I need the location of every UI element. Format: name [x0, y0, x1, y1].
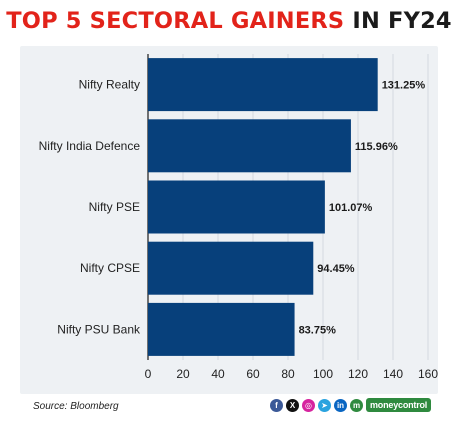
x-tick-label: 20 [176, 367, 190, 381]
linkedin-icon[interactable]: in [334, 399, 347, 412]
bar [148, 241, 314, 295]
facebook-icon[interactable]: f [270, 399, 283, 412]
category-label: Nifty PSU Bank [57, 322, 141, 336]
bar-chart: 0 20 40 60 80 100 120 140 160 Nifty Realty 131.25%… [39, 54, 438, 381]
telegram-icon[interactable]: ➤ [318, 399, 331, 412]
source-note: Source: Bloomberg [33, 401, 119, 412]
value-label: 131.25% [382, 80, 426, 92]
x-tick-label: 0 [145, 367, 152, 381]
chart-title: TOP 5 SECTORAL GAINERS IN FY24 [0, 8, 458, 34]
bar [148, 180, 325, 234]
value-label: 94.45% [317, 263, 355, 275]
category-label: Nifty Realty [79, 78, 140, 92]
chart-title-highlight: TOP 5 SECTORAL GAINERS [6, 8, 345, 34]
bar [148, 302, 295, 356]
category-label: Nifty India Defence [39, 139, 141, 153]
x-tick-label: 60 [246, 367, 260, 381]
instagram-icon[interactable]: ◎ [302, 399, 315, 412]
x-tick-label: 80 [281, 367, 295, 381]
value-label: 83.75% [299, 324, 337, 336]
chart-title-suffix: IN FY24 [344, 8, 452, 34]
x-icon[interactable]: X [286, 399, 299, 412]
value-label: 101.07% [329, 202, 373, 214]
x-tick-label: 140 [383, 367, 403, 381]
moneycontrol-logo: moneycontrol [366, 398, 432, 412]
x-tick-label: 40 [211, 367, 225, 381]
bar [148, 119, 351, 173]
category-label: Nifty CPSE [80, 261, 140, 275]
x-tick-label: 100 [313, 367, 333, 381]
x-tick-label: 120 [348, 367, 368, 381]
chart-card: 0 20 40 60 80 100 120 140 160 Nifty Realty 131.25%… [20, 46, 438, 394]
bar [148, 58, 378, 112]
category-label: Nifty PSE [89, 200, 140, 214]
value-label: 115.96% [355, 141, 398, 153]
x-tick-label: 160 [418, 367, 438, 381]
moneycontrol-icon[interactable]: m [350, 399, 363, 412]
